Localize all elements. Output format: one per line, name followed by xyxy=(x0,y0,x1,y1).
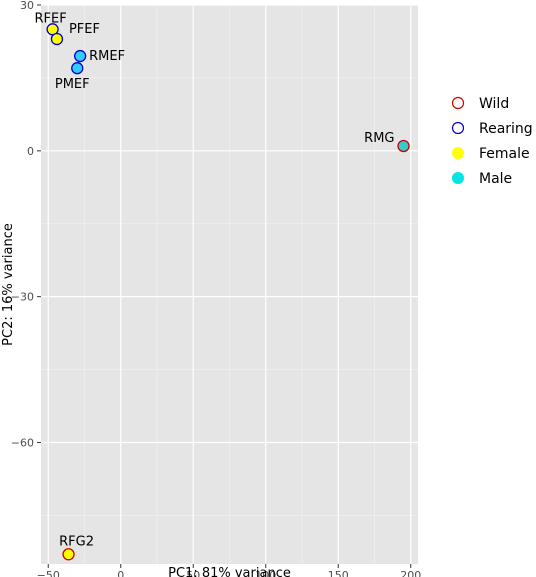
point-label-rfg2: RFG2 xyxy=(59,534,94,549)
y-tick-label: −30 xyxy=(11,291,34,304)
x-tick-labels: −50 0 50 100 150 200 xyxy=(37,569,422,577)
legend-key-wild xyxy=(451,96,465,110)
data-point-rmg xyxy=(397,139,410,153)
data-point-rmef xyxy=(74,49,87,63)
legend-key-rearing xyxy=(451,121,465,135)
y-tick-label: −60 xyxy=(11,436,34,449)
legend-key-male xyxy=(452,172,464,184)
axis-ticks xyxy=(37,4,412,568)
point-label-rmef: RMEF xyxy=(89,49,125,64)
point-label-pmef: PMEF xyxy=(55,77,90,92)
y-axis-title: PC2: 16% variance xyxy=(1,223,16,346)
x-axis-title: PC1: 81% variance xyxy=(168,566,291,577)
data-points xyxy=(46,23,410,561)
point-label-rmg: RMG xyxy=(364,131,394,146)
y-tick-label: 30 xyxy=(20,0,34,12)
legend-label-wild: Wild xyxy=(479,96,509,112)
y-tick-label: 0 xyxy=(27,145,34,158)
y-tick-labels: −60 −30 0 30 xyxy=(11,0,34,449)
major-gridlines xyxy=(41,4,418,564)
legend: Wild Rearing Female Male xyxy=(451,96,533,187)
point-label-pfef: PFEF xyxy=(69,22,100,37)
legend-key-female xyxy=(452,147,464,159)
legend-label-female: Female xyxy=(479,146,530,162)
minor-gridlines xyxy=(41,5,418,564)
legend-label-male: Male xyxy=(479,171,512,187)
x-tick-label: 0 xyxy=(117,569,124,577)
x-tick-label: 50 xyxy=(186,569,200,577)
data-point-pfef xyxy=(50,32,64,46)
data-point-pmef xyxy=(71,62,84,75)
x-tick-label: 150 xyxy=(328,569,349,577)
legend-label-rearing: Rearing xyxy=(479,121,533,137)
data-point-rfg2 xyxy=(62,548,75,561)
x-tick-label: −50 xyxy=(37,569,60,577)
point-label-rfef: RFEF xyxy=(34,11,66,26)
x-tick-label: 200 xyxy=(400,569,421,577)
x-tick-label: 100 xyxy=(255,569,276,577)
